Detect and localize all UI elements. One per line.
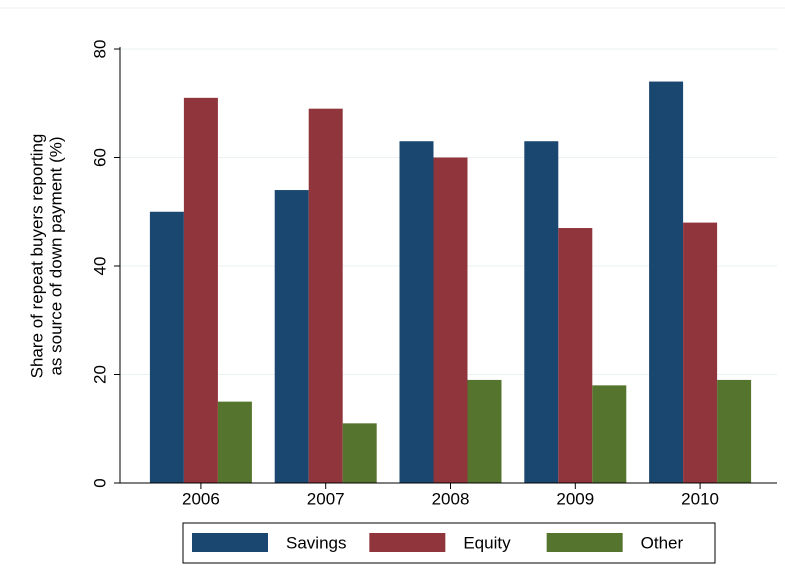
x-tick-label: 2009 bbox=[556, 489, 594, 508]
bar bbox=[683, 222, 718, 483]
legend-label: Equity bbox=[463, 533, 511, 552]
x-tick-label: 2007 bbox=[307, 489, 345, 508]
bar bbox=[308, 108, 343, 484]
legend-swatch bbox=[369, 533, 446, 552]
legend-label: Savings bbox=[286, 533, 346, 552]
bar bbox=[524, 141, 559, 483]
bar bbox=[399, 141, 434, 483]
y-tick-label: 20 bbox=[90, 365, 109, 384]
x-tick-label: 2008 bbox=[432, 489, 470, 508]
bar bbox=[149, 211, 184, 483]
y-tick-label: 80 bbox=[90, 40, 109, 59]
bar bbox=[183, 97, 218, 483]
y-tick-label: 60 bbox=[90, 148, 109, 167]
bar bbox=[649, 81, 684, 484]
bar bbox=[467, 379, 502, 483]
legend-label: Other bbox=[641, 533, 684, 552]
bar bbox=[558, 228, 593, 483]
y-axis-title: as source of down payment (%) bbox=[46, 136, 65, 375]
bar bbox=[592, 385, 627, 483]
bar bbox=[433, 157, 468, 483]
y-axis-title: Share of repeat buyers reporting bbox=[27, 134, 46, 379]
bar bbox=[274, 190, 309, 484]
legend-swatch bbox=[546, 533, 623, 552]
legend-box bbox=[182, 522, 716, 564]
bar bbox=[717, 379, 752, 483]
legend-swatch bbox=[192, 533, 268, 552]
x-tick-label: 2010 bbox=[681, 489, 719, 508]
y-tick-label: 40 bbox=[90, 257, 109, 276]
x-tick-label: 2006 bbox=[182, 489, 220, 508]
bar bbox=[342, 423, 377, 483]
y-tick-label: 0 bbox=[90, 478, 109, 487]
bar bbox=[217, 401, 252, 483]
